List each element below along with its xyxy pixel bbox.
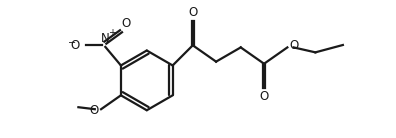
Text: N: N	[101, 32, 110, 45]
Text: O: O	[89, 104, 99, 117]
Text: O: O	[70, 39, 80, 52]
Text: O: O	[259, 90, 268, 103]
Text: O: O	[289, 39, 299, 52]
Text: O: O	[122, 17, 131, 30]
Text: +: +	[108, 28, 116, 38]
Text: O: O	[188, 6, 197, 19]
Text: −: −	[68, 39, 76, 48]
